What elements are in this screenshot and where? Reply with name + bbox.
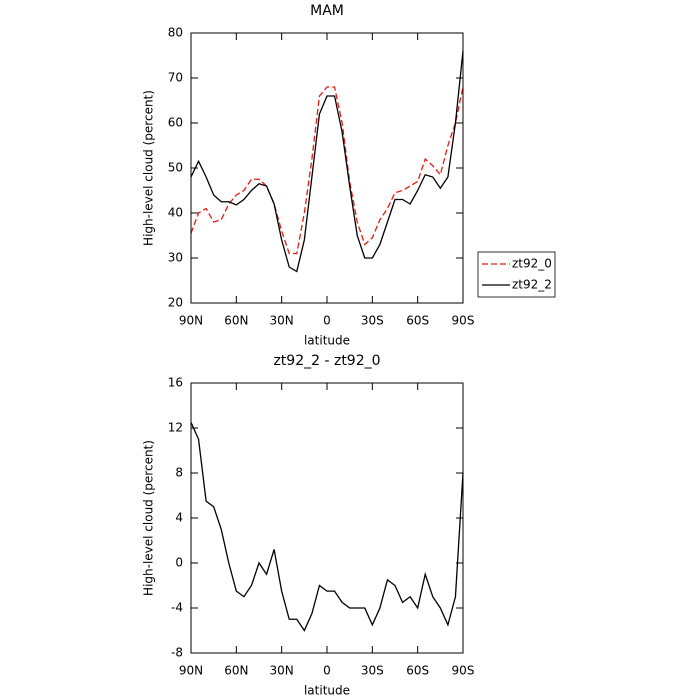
x-tick-label: 30N (270, 314, 294, 328)
y-tick-label: 60 (168, 116, 183, 130)
y-tick-label: 0 (175, 556, 183, 570)
x-tick-label: 0 (323, 314, 331, 328)
y-tick-label: 40 (168, 206, 183, 220)
x-tick-label: 60N (224, 314, 248, 328)
x-tick-label: 60N (224, 664, 248, 678)
chart-title: MAM (310, 3, 344, 19)
x-tick-label: 30N (270, 664, 294, 678)
y-tick-label: 4 (175, 511, 183, 525)
x-tick-label: 0 (323, 664, 331, 678)
legend-label: zt92_2 (512, 278, 552, 292)
y-tick-label: 12 (168, 421, 183, 435)
x-tick-label: 60S (406, 664, 429, 678)
data-line (190, 422, 464, 632)
x-tick-label: 30S (361, 314, 384, 328)
x-axis-label: latitude (304, 334, 350, 348)
y-tick-label: -4 (171, 601, 183, 615)
x-tick-label: 90S (452, 664, 475, 678)
x-tick-label: 90N (179, 314, 203, 328)
x-tick-label: 90N (179, 664, 203, 678)
x-tick-label: 60S (406, 314, 429, 328)
legend-box (477, 251, 556, 298)
y-tick-label: 16 (168, 376, 183, 390)
y-tick-label: -8 (171, 646, 183, 660)
y-axis-label: High-level cloud (percent) (142, 90, 156, 246)
data-line (190, 86, 464, 255)
plot-frame (190, 32, 464, 304)
y-tick-label: 30 (168, 251, 183, 265)
data-line (190, 50, 464, 273)
legend-label: zt92_0 (512, 257, 552, 271)
y-tick-label: 50 (168, 161, 183, 175)
chart-title: zt92_2 - zt92_0 (273, 353, 380, 369)
y-tick-label: 20 (168, 296, 183, 310)
x-tick-label: 30S (361, 664, 384, 678)
x-axis-label: latitude (304, 684, 350, 698)
plot-frame (190, 382, 464, 654)
y-tick-label: 8 (175, 466, 183, 480)
y-axis-label: High-level cloud (percent) (142, 440, 156, 596)
x-tick-label: 90S (452, 314, 475, 328)
y-tick-label: 80 (168, 26, 183, 40)
y-tick-label: 70 (168, 71, 183, 85)
